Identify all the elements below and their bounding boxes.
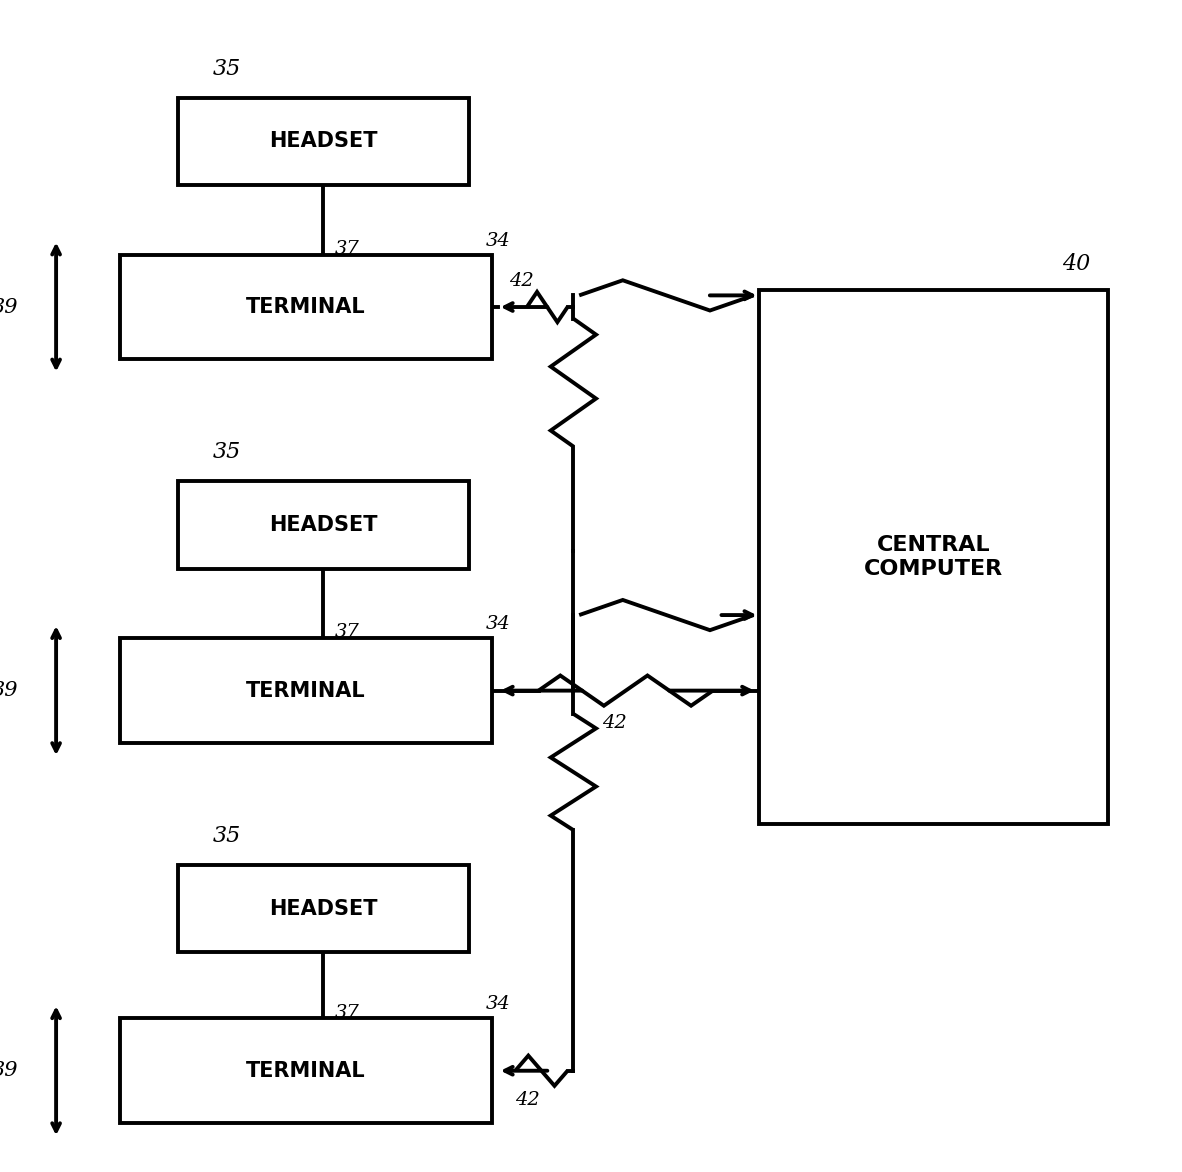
Bar [759,289,1108,824]
Text: CENTRAL
COMPUTER: CENTRAL COMPUTER [864,536,1004,579]
Text: 42: 42 [509,272,534,291]
Text: 39: 39 [0,298,19,316]
Text: 34: 34 [486,995,511,1014]
Text: 39: 39 [0,1061,19,1081]
Bar [178,97,469,185]
Bar [121,1018,492,1123]
Text: 40: 40 [1061,253,1090,275]
Text: 39: 39 [0,681,19,700]
Text: 37: 37 [335,1003,359,1022]
Bar [178,482,469,568]
Text: 35: 35 [213,57,241,80]
Text: 34: 34 [486,232,511,250]
Bar [121,639,492,743]
Text: HEADSET: HEADSET [269,131,378,151]
Bar [121,254,492,360]
Text: 35: 35 [213,825,241,847]
Text: TERMINAL: TERMINAL [246,1061,365,1081]
Text: 37: 37 [335,624,359,641]
Bar [178,865,469,952]
Text: TERMINAL: TERMINAL [246,297,365,316]
Text: 35: 35 [213,442,241,463]
Text: TERMINAL: TERMINAL [246,681,365,701]
Text: 34: 34 [486,615,511,633]
Text: HEADSET: HEADSET [269,515,378,534]
Text: 37: 37 [335,240,359,258]
Text: 42: 42 [603,714,628,732]
Text: 42: 42 [515,1091,540,1109]
Text: HEADSET: HEADSET [269,899,378,919]
